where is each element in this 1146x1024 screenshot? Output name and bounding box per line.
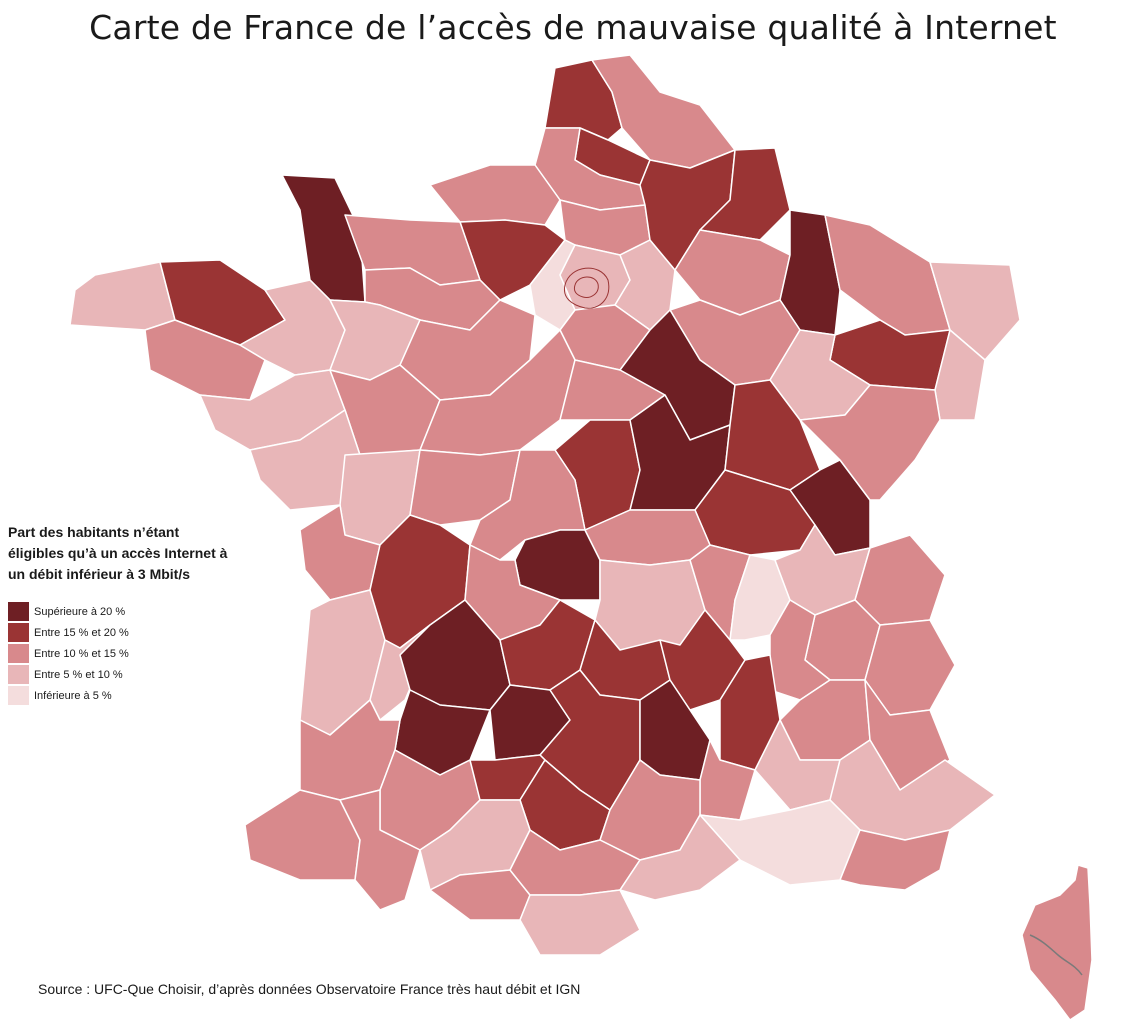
corsica-river-line	[1029, 934, 1083, 976]
department-region	[934, 329, 986, 421]
department-region	[824, 214, 951, 336]
department-region	[839, 829, 951, 891]
legend-swatch	[8, 623, 29, 642]
department-region	[69, 261, 176, 331]
legend-label: Entre 10 % et 15 %	[34, 647, 129, 660]
map-title: Carte de France de l’accès de mauvaise q…	[89, 8, 1057, 47]
legend: Part des habitants n’étant éligibles qu’…	[8, 522, 228, 706]
paris-inner-ring	[563, 267, 610, 309]
department-region	[799, 384, 941, 501]
department-region	[429, 164, 561, 226]
legend-label: Supérieure à 20 %	[34, 605, 126, 618]
legend-swatch	[8, 644, 29, 663]
legend-label: Entre 5 % et 10 %	[34, 668, 123, 681]
legend-label: Inférieure à 5 %	[34, 689, 112, 702]
department-region	[339, 789, 421, 911]
source-note: Source : UFC-Que Choisir, d’après donnée…	[38, 981, 581, 997]
legend-swatch	[8, 686, 29, 705]
legend-item: Supérieure à 20 %	[8, 601, 228, 622]
legend-swatch	[8, 665, 29, 684]
department-region	[929, 261, 1021, 361]
department-region	[144, 319, 266, 401]
legend-swatch	[8, 602, 29, 621]
department-region	[519, 889, 641, 956]
legend-item: Entre 10 % et 15 %	[8, 643, 228, 664]
department-regions	[69, 54, 1093, 1021]
legend-item: Entre 5 % et 10 %	[8, 664, 228, 685]
department-region	[619, 814, 741, 901]
legend-item: Inférieure à 5 %	[8, 685, 228, 706]
corsica-region	[1021, 864, 1093, 1021]
legend-label: Entre 15 % et 20 %	[34, 626, 129, 639]
legend-item: Entre 15 % et 20 %	[8, 622, 228, 643]
legend-title: Part des habitants n’étant éligibles qu’…	[8, 524, 228, 582]
